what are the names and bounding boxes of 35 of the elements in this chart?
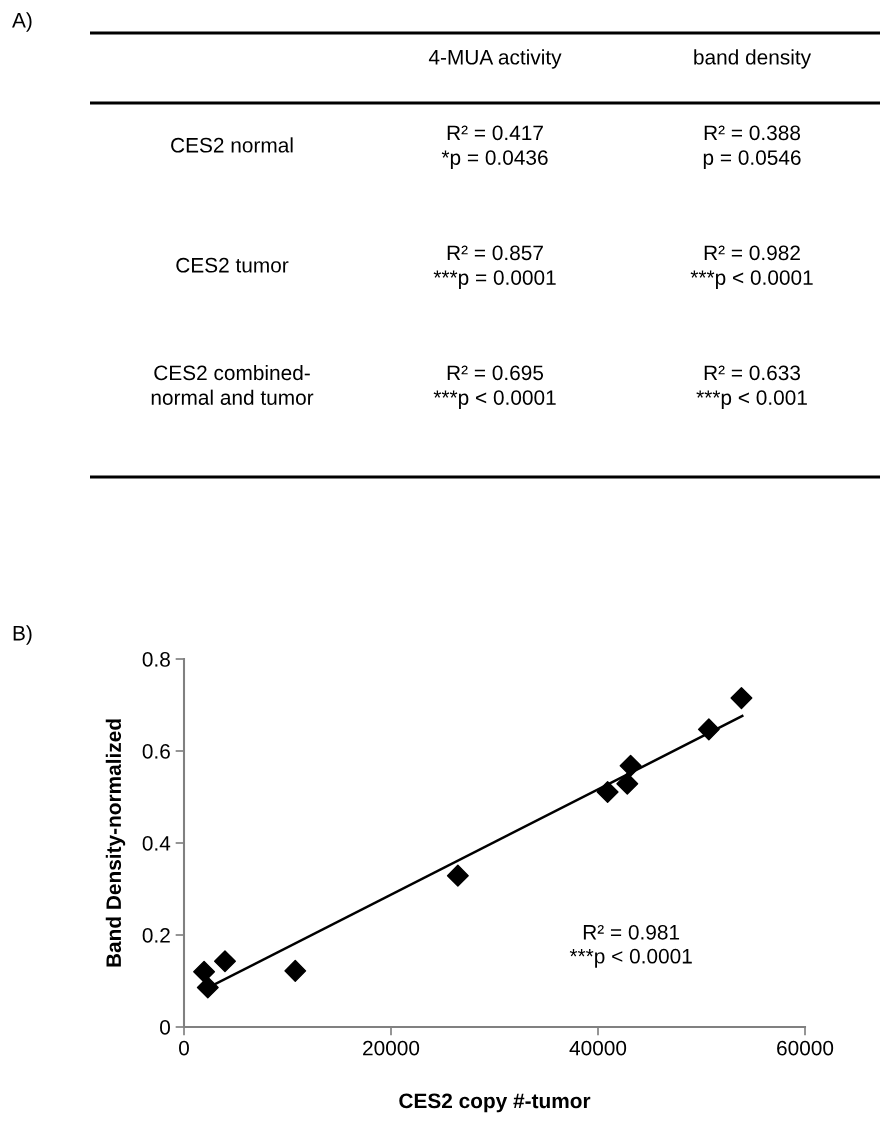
y-tick-label: 0.6 [142, 744, 170, 759]
point [697, 718, 720, 741]
text: band density [694, 49, 812, 69]
point [446, 864, 469, 887]
text: R² = 0.857 ***p = 0.0001 [433, 245, 556, 290]
x-tick-label: 60000 [777, 1040, 834, 1056]
x-tick-label: 20000 [363, 1040, 420, 1056]
point [196, 976, 219, 999]
y-tick-label: 0 [160, 1020, 170, 1035]
point [619, 754, 642, 777]
text: R² = 0.417 *p = 0.0436 [441, 125, 548, 170]
text: R² = 0.982 ***p < 0.0001 [690, 245, 813, 290]
point [284, 959, 307, 982]
text: CES2 tumor [176, 257, 289, 273]
text: CES2 combined- normal and tumor [151, 364, 314, 405]
point [616, 772, 639, 795]
text: CES2 normal [171, 137, 293, 153]
text: R² = 0.695 ***p < 0.0001 [433, 365, 556, 410]
x-axis-title: CES2 copy #-tumor [399, 1093, 591, 1113]
x-tick-label: 0 [179, 1040, 189, 1056]
x-tick-label: 40000 [569, 1040, 627, 1056]
text: R² = 0.388 p = 0.0546 [703, 125, 801, 170]
y-tick-label: 0.8 [142, 652, 170, 667]
y-axis-title: Band Density-normalized [105, 719, 126, 967]
point [730, 687, 753, 710]
y-tick-label: 0.2 [142, 928, 170, 943]
point [213, 950, 236, 973]
annotation: R² = 0.981 ***p < 0.0001 [569, 924, 692, 968]
text: A) [12, 12, 32, 32]
chart-title: B) [13, 625, 32, 645]
text: R² = 0.633 ***p < 0.001 [696, 365, 807, 410]
point [596, 780, 619, 803]
point [193, 960, 216, 983]
y-tick-label: 0.4 [142, 836, 171, 851]
text: 4-MUA activity [428, 49, 562, 69]
